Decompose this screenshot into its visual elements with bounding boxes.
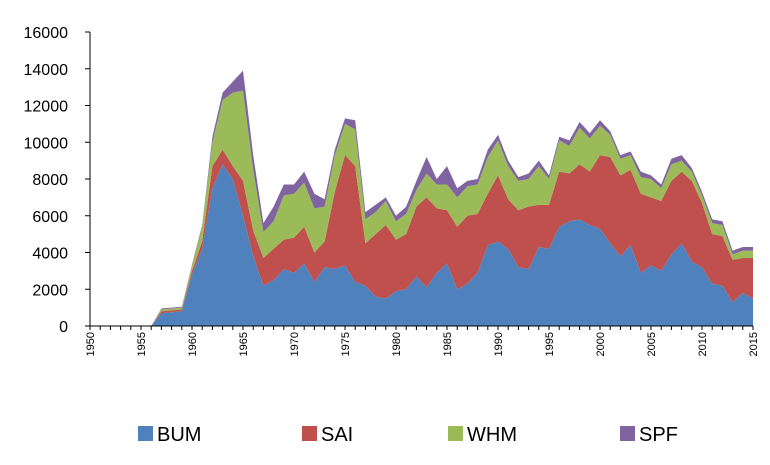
legend-label: SPF bbox=[639, 424, 678, 446]
legend-swatch bbox=[302, 426, 317, 441]
x-axis-ticks: 1950 1955 1960 1965 1970 1975 1980 1985 1990 1995… bbox=[85, 326, 760, 356]
x-tick-label: 1990 bbox=[493, 332, 505, 356]
x-tick-label: 1965 bbox=[238, 332, 250, 356]
legend-label: WHM bbox=[467, 424, 517, 446]
y-tick-label: 16000 bbox=[24, 25, 69, 42]
y-tick-label: 10000 bbox=[24, 135, 69, 152]
area-spf bbox=[90, 70, 753, 327]
y-tick-label: 12000 bbox=[24, 99, 69, 116]
x-tick-label: 1970 bbox=[289, 332, 301, 356]
y-tick-label: 6000 bbox=[32, 209, 68, 226]
legend-item-bum: BUM bbox=[138, 424, 201, 446]
x-tick-label: 1955 bbox=[136, 332, 148, 356]
y-tick-label: 4000 bbox=[32, 246, 68, 263]
area-whm bbox=[90, 90, 753, 326]
x-tick-label: 1960 bbox=[187, 332, 199, 356]
x-tick-label: 2010 bbox=[697, 332, 709, 356]
chart-areas bbox=[90, 70, 753, 327]
legend-item-spf: SPF bbox=[620, 424, 678, 446]
y-tick-label: 2000 bbox=[32, 282, 68, 299]
legend-item-whm: WHM bbox=[448, 424, 517, 446]
x-tick-label: 2000 bbox=[595, 332, 607, 356]
x-tick-label: 1950 bbox=[85, 332, 97, 356]
chart-legend: BUM SAI WHM SPF bbox=[138, 424, 678, 446]
y-tick-label: 0 bbox=[59, 319, 68, 336]
y-tick-label: 8000 bbox=[32, 172, 68, 189]
x-tick-label: 1985 bbox=[442, 332, 454, 356]
x-tick-label: 2005 bbox=[646, 332, 658, 356]
area-bum bbox=[90, 164, 753, 326]
x-tick-label: 1975 bbox=[340, 332, 352, 356]
legend-swatch bbox=[620, 426, 635, 441]
legend-item-sai: SAI bbox=[302, 424, 353, 446]
area-sai bbox=[90, 149, 753, 326]
x-tick-label: 1995 bbox=[544, 332, 556, 356]
x-tick-label: 1980 bbox=[391, 332, 403, 356]
legend-label: SAI bbox=[321, 424, 353, 446]
y-axis-ticks: 0 2000 4000 6000 8000 10000 12000 14000 16000 bbox=[24, 25, 90, 336]
legend-label: BUM bbox=[157, 424, 201, 446]
x-tick-label: 2015 bbox=[748, 332, 760, 356]
y-tick-label: 14000 bbox=[24, 62, 69, 79]
legend-swatch bbox=[138, 426, 153, 441]
legend-swatch bbox=[448, 426, 463, 441]
